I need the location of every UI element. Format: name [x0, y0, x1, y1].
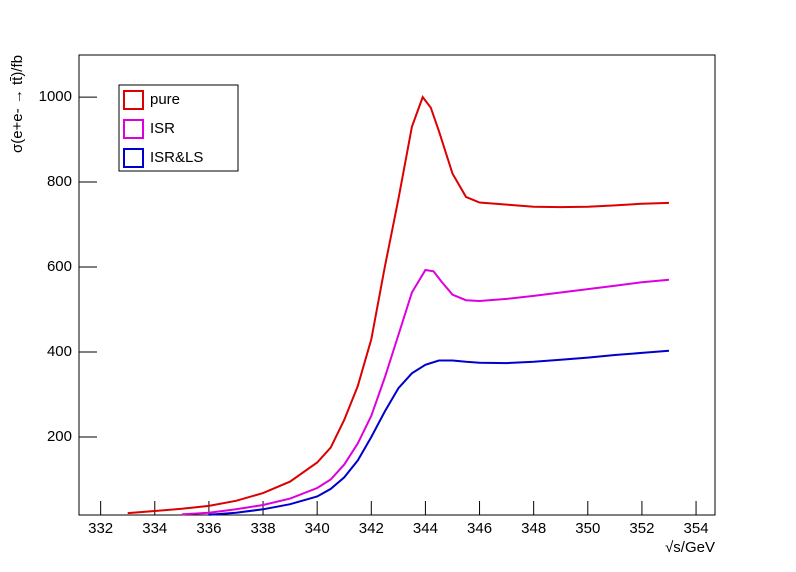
legend-label: ISR&LS	[150, 149, 203, 166]
y-tick-label: 200	[47, 428, 72, 445]
x-tick-label: 344	[413, 520, 438, 537]
y-tick-label: 600	[47, 258, 72, 275]
y-tick-label: 1000	[39, 88, 72, 105]
x-tick-label: 354	[684, 520, 709, 537]
x-tick-label: 352	[629, 520, 654, 537]
legend-swatch	[123, 90, 144, 110]
x-tick-label: 340	[305, 520, 330, 537]
x-tick-label: 332	[88, 520, 113, 537]
series-line	[181, 268, 670, 516]
x-tick-label: 334	[142, 520, 167, 537]
legend-label: ISR	[150, 120, 175, 137]
x-tick-label: 346	[467, 520, 492, 537]
plot-frame	[78, 54, 716, 516]
x-tick-label: 338	[251, 520, 276, 537]
y-axis-label: σ(e+e- → tt̄)/fb	[9, 55, 26, 153]
x-tick-label: 336	[196, 520, 221, 537]
y-tick-label: 400	[47, 343, 72, 360]
legend-label: pure	[150, 91, 180, 108]
x-tick-label: 350	[575, 520, 600, 537]
x-tick-label: 342	[359, 520, 384, 537]
series-line	[127, 95, 670, 515]
x-tick-label: 348	[521, 520, 546, 537]
legend-swatch	[123, 119, 144, 139]
y-tick-label: 800	[47, 173, 72, 190]
legend-swatch	[123, 148, 144, 168]
x-axis-label: √s/GeV	[665, 539, 715, 556]
series-line	[208, 349, 670, 516]
legend-box	[118, 84, 239, 172]
